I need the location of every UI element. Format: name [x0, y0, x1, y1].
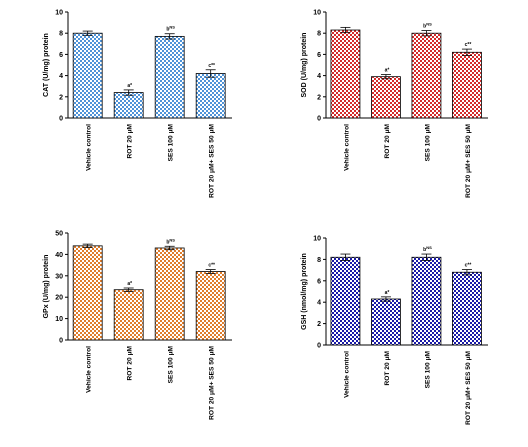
bar — [154, 247, 185, 341]
bar — [72, 245, 103, 341]
y-tick-label: 4 — [59, 73, 63, 80]
y-tick-label: 30 — [55, 273, 63, 280]
category-label: ROT 20 μM — [384, 124, 391, 159]
y-axis-label: GSH (nmol/mg) protein — [301, 253, 308, 330]
y-tick-label: 8 — [317, 257, 321, 264]
significance-label: bNS — [166, 25, 175, 33]
bar — [411, 256, 442, 346]
y-tick-label: 4 — [317, 73, 321, 80]
significance-label: a* — [127, 281, 132, 287]
y-tick-label: 0 — [317, 343, 321, 350]
y-tick-label: 6 — [317, 52, 321, 59]
category-label: SES 100 μM — [424, 123, 431, 161]
y-tick-label: 10 — [313, 10, 321, 17]
bar — [371, 298, 401, 346]
y-tick-label: 2 — [317, 94, 321, 101]
significance-label: c** — [465, 42, 472, 48]
category-label: ROT 20 μM+ SES 50 μM — [209, 124, 216, 198]
y-tick-label: 40 — [55, 252, 63, 259]
sod-chart: 0 2 4 6 8 10 SOD (U/mg) protein Vehicle control… — [301, 10, 488, 198]
category-label: ROT 20 μM — [127, 346, 134, 381]
significance-label: c** — [465, 263, 472, 269]
category-label: ROT 20 μM+ SES 50 μM — [209, 346, 216, 420]
category-label: SES 100 μM — [168, 123, 175, 161]
y-tick-label: 8 — [59, 31, 63, 38]
y-axis-label: GPx (U/mg) protein — [43, 255, 50, 319]
gsh-chart: 0 2 4 6 8 10 GSH (nmol/mg) protein Vehicle cont… — [301, 236, 488, 425]
cat-chart: 0 2 4 6 8 10 CAT (U/mg) protein Vehicle control… — [43, 10, 232, 198]
y-tick-label: 8 — [317, 31, 321, 38]
category-label: SES 100 μM — [424, 350, 431, 388]
significance-label: a* — [385, 290, 390, 296]
bar — [330, 29, 361, 119]
bar — [371, 76, 401, 119]
gpx-chart: 0 10 20 30 40 50 GPx (U/mg) protein Vehicle con… — [43, 231, 232, 420]
y-axis-label: CAT (U/mg) protein — [43, 33, 50, 97]
category-label: Vehicle control — [343, 124, 350, 171]
y-tick-label: 0 — [59, 338, 63, 345]
y-tick-label: 0 — [59, 116, 63, 123]
bar — [72, 32, 103, 119]
category-label: ROT 20 μM — [384, 351, 391, 386]
y-tick-label: 10 — [313, 236, 321, 243]
bar — [113, 289, 144, 341]
y-axis-label: SOD (U/mg) protein — [301, 33, 308, 98]
bar — [330, 256, 361, 346]
bar — [195, 271, 226, 341]
y-tick-label: 2 — [317, 321, 321, 328]
category-label: Vehicle control — [86, 124, 93, 171]
bar — [452, 271, 482, 346]
bar — [452, 51, 482, 119]
significance-label: c** — [208, 263, 215, 269]
category-label: Vehicle control — [343, 351, 350, 398]
category-label: ROT 20 μM+ SES 50 μM — [465, 124, 472, 198]
significance-label: bNS — [166, 237, 175, 245]
y-tick-label: 10 — [55, 316, 63, 323]
significance-label: a* — [127, 83, 132, 89]
y-tick-label: 4 — [317, 300, 321, 307]
significance-label: a* — [385, 68, 390, 74]
category-label: Vehicle control — [86, 346, 93, 393]
significance-label: c** — [208, 63, 215, 69]
y-tick-label: 10 — [55, 10, 63, 17]
significance-label: bNS — [423, 22, 432, 30]
y-tick-label: 6 — [317, 278, 321, 285]
bar — [411, 32, 442, 119]
bar — [154, 35, 185, 119]
category-label: ROT 20 μM — [127, 124, 134, 159]
y-tick-label: 50 — [55, 231, 63, 238]
bar — [195, 73, 226, 119]
y-tick-label: 2 — [59, 94, 63, 101]
y-tick-label: 20 — [55, 295, 63, 302]
category-label: SES 100 μM — [168, 345, 175, 383]
y-tick-label: 0 — [317, 116, 321, 123]
bar — [113, 92, 144, 119]
category-label: ROT 20 μM+ SES 50 μM — [465, 351, 472, 425]
y-tick-label: 6 — [59, 52, 63, 59]
significance-label: bNS — [423, 245, 432, 253]
